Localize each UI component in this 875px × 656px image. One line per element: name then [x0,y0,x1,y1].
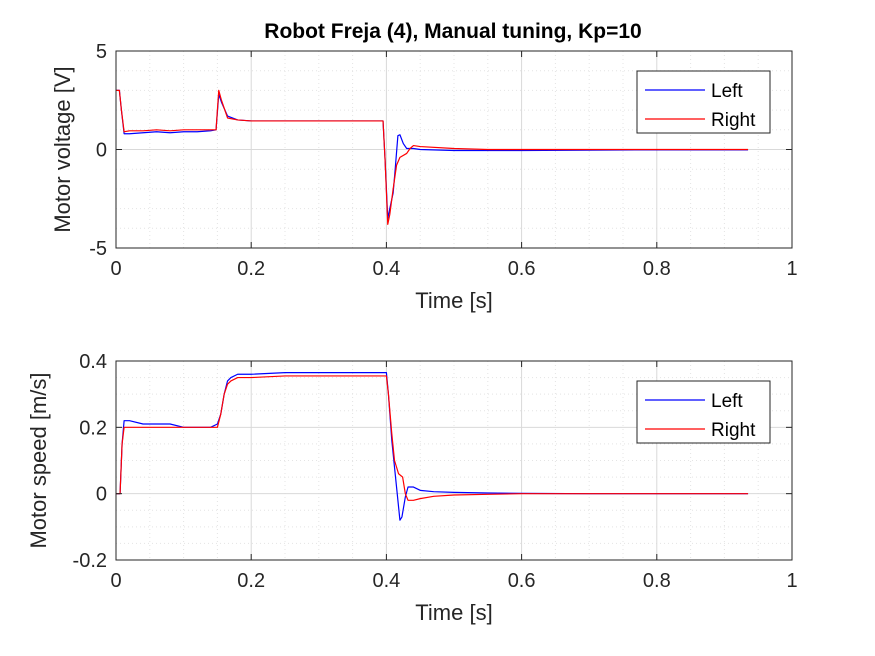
speed-xtick-label: 0.8 [643,570,671,592]
voltage-xtick-label: 0.2 [237,258,265,280]
speed-series-left-line [116,372,749,521]
speed-ytick-label: 0.4 [79,351,107,373]
voltage-xtick-label: 0.6 [508,258,536,280]
voltage-ytick-label: 5 [96,41,107,63]
speed-series-right-line [116,375,749,501]
voltage-xtick-label: 1 [786,258,797,280]
voltage-legend-label-right: Right [711,110,756,131]
speed-xtick-label: 0.6 [508,570,536,592]
voltage-ytick-label: -5 [89,238,107,260]
voltage-xtick-label: 0.8 [643,258,671,280]
speed-ytick-label: 0.2 [79,417,107,439]
speed-legend-label-left: Left [711,391,743,412]
voltage-legend-box [636,70,771,134]
speed-xtick-label: 0.4 [372,570,400,592]
speed-xtick-label: 0 [110,570,121,592]
speed-ylabel: Motor speed [m/s] [26,372,51,548]
voltage-legend: Left Right [636,70,771,134]
voltage-ytick-label: 0 [96,140,107,162]
speed-legend-label-right: Right [711,420,756,441]
figure-title: Robot Freja (4), Manual tuning, Kp=10 [264,20,641,43]
speed-xtick-label: 1 [786,570,797,592]
speed-xtick-label: 0.2 [237,570,265,592]
voltage-xlabel: Time [s] [415,288,492,313]
speed-ytick-label: -0.2 [73,550,107,572]
voltage-xtick-label: 0.4 [372,258,400,280]
voltage-legend-label-left: Left [711,81,743,102]
speed-legend-box [636,380,771,444]
speed-axes-box [115,360,793,561]
speed-xlabel: Time [s] [415,600,492,625]
voltage-ylabel: Motor voltage [V] [50,66,75,232]
speed-grid [115,360,793,561]
voltage-xtick-label: 0 [110,258,121,280]
speed-legend: Left Right [636,380,771,444]
voltage-series-right-line [116,89,749,225]
speed-ytick-label: 0 [96,484,107,506]
